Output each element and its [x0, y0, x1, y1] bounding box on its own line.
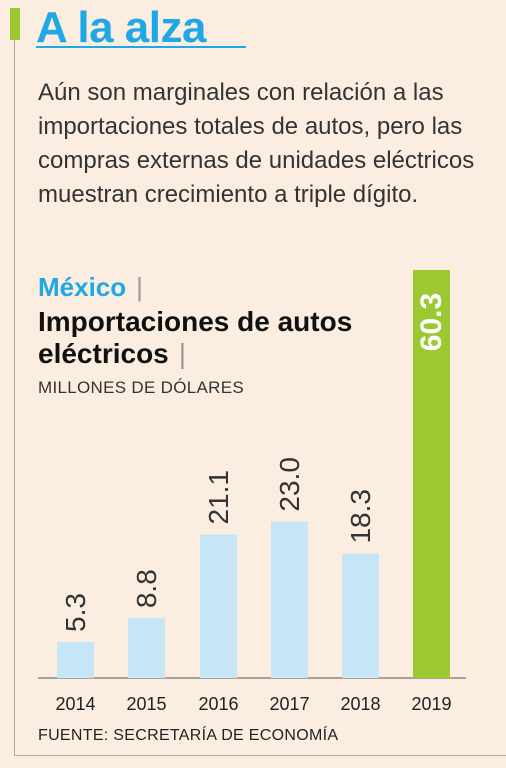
frame-line	[14, 40, 15, 755]
chart-title: Importaciones de autos eléctricos |	[38, 306, 368, 370]
value-label-2018: 18.3	[345, 489, 376, 544]
accent-bar	[10, 8, 20, 40]
bar-2014	[57, 641, 94, 678]
value-label-2017: 23.0	[274, 457, 305, 512]
bar-2015	[128, 618, 165, 678]
tick-label-2017: 2017	[269, 694, 309, 714]
value-label-2019: 60.3	[415, 293, 448, 351]
page-title: A la alza	[36, 3, 206, 52]
tick-label-2015: 2015	[126, 694, 166, 714]
tick-label-2019: 2019	[411, 694, 451, 714]
value-label-2015: 8.8	[131, 569, 162, 608]
bar-2019	[413, 270, 450, 678]
separator: |	[178, 338, 187, 369]
title-underline	[36, 46, 246, 48]
source-note: FUENTE: SECRETARÍA DE ECONOMÍA	[38, 727, 339, 744]
value-label-2014: 5.3	[60, 593, 91, 632]
tick-label-2018: 2018	[340, 694, 380, 714]
frame-line	[14, 755, 506, 756]
tick-label-2016: 2016	[198, 694, 238, 714]
tick-label-2014: 2014	[55, 694, 95, 714]
country-label: México |	[38, 272, 143, 303]
chart-subtitle: MILLONES DE DÓLARES	[38, 378, 244, 397]
bar-2017	[271, 521, 308, 678]
separator: |	[136, 272, 143, 302]
country-name: México	[38, 272, 127, 302]
bar-2016	[200, 534, 237, 678]
intro-text: Aún son marginales con relación a las im…	[38, 79, 475, 208]
bar-2018	[342, 553, 379, 678]
value-label-2016: 21.1	[203, 470, 234, 525]
chart-title-text: Importaciones de autos eléctricos	[38, 306, 353, 369]
